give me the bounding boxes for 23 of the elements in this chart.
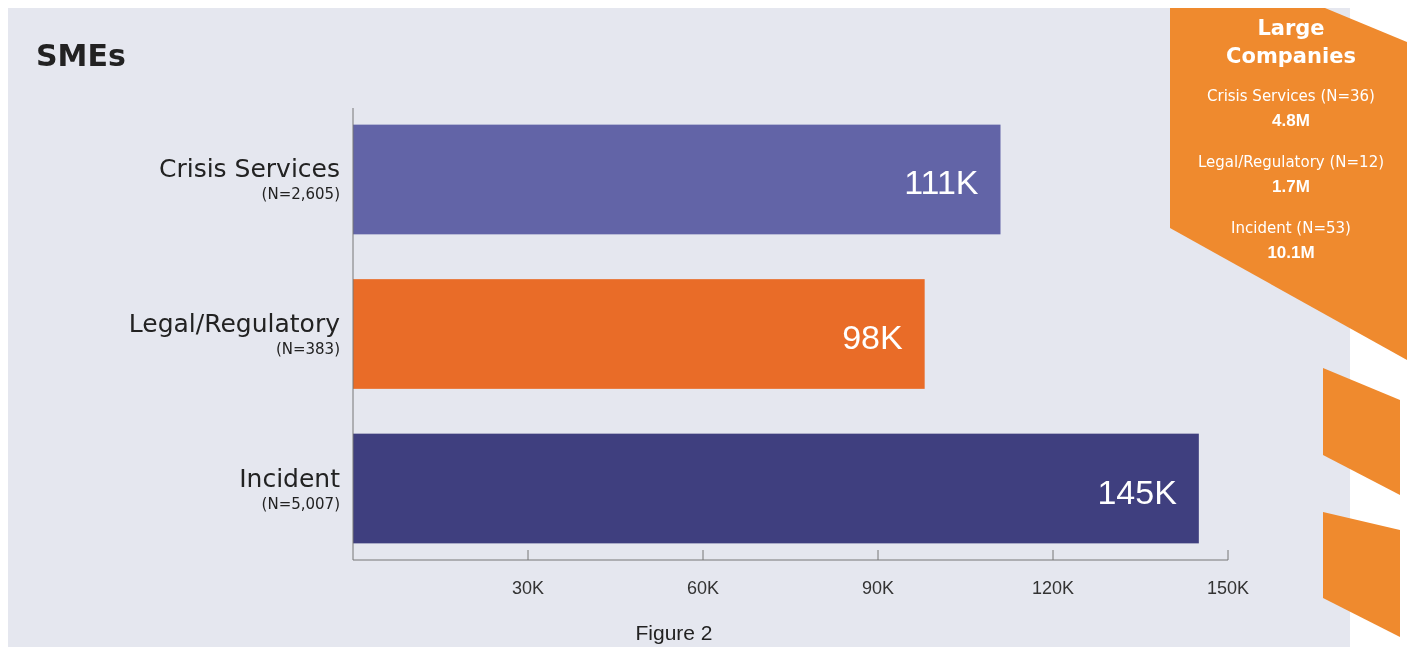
text: 4.8M bbox=[1272, 111, 1310, 130]
bar bbox=[353, 433, 1199, 544]
x-tick-label: 120K bbox=[1031, 578, 1075, 598]
data-label: 111K bbox=[904, 163, 979, 202]
x-tick-label: 30K bbox=[511, 578, 545, 598]
bar bbox=[353, 124, 1001, 235]
text: Crisis Services (N=36) bbox=[1207, 87, 1375, 105]
data-label: 98K bbox=[842, 318, 903, 356]
text: SMEs bbox=[36, 38, 126, 73]
x-tick-label: 150K bbox=[1206, 578, 1250, 598]
text: 10.1M bbox=[1267, 243, 1315, 262]
text: Incident (N=53) bbox=[1231, 219, 1351, 237]
data-label: 145K bbox=[1097, 472, 1178, 511]
y-tick-label: Crisis Services (N=2,605) bbox=[158, 154, 340, 204]
y-tick-label: Incident (N=5,007) bbox=[239, 463, 341, 513]
x-tick-label: 60K bbox=[686, 578, 720, 598]
bar bbox=[353, 279, 925, 389]
annotation: Legal/Regulatory (N=12) bbox=[1197, 153, 1385, 171]
text: Large Companies bbox=[1226, 16, 1356, 68]
x-tick-label: 90K bbox=[861, 578, 895, 598]
text: 1.7M bbox=[1272, 177, 1310, 196]
y-tick-label: Legal/Regulatory (N=383) bbox=[128, 309, 341, 358]
caption: Figure 2 bbox=[635, 621, 713, 644]
